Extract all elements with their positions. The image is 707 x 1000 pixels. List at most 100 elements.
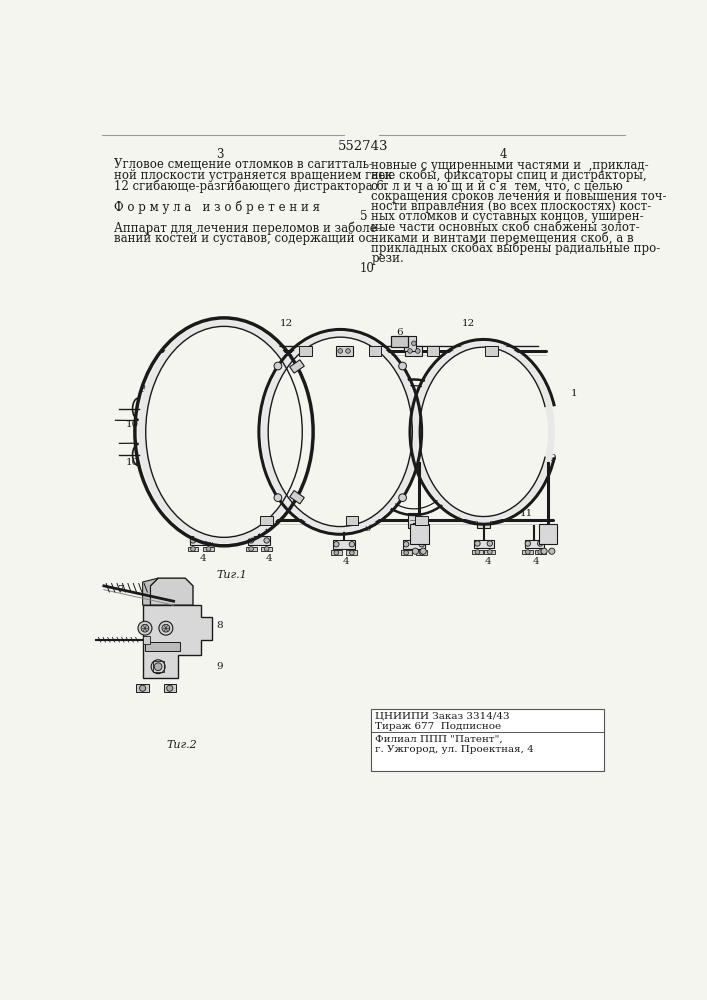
Bar (427, 346, 440, 356)
Text: 1: 1 (571, 389, 577, 398)
Bar (539, 524, 557, 544)
Text: рези.: рези. (371, 252, 404, 265)
Circle shape (274, 494, 282, 502)
Circle shape (264, 538, 269, 543)
Circle shape (399, 494, 407, 502)
Bar (485, 346, 498, 356)
Bar (203, 547, 214, 551)
Text: 10: 10 (126, 420, 139, 429)
Ellipse shape (412, 342, 555, 522)
Bar (336, 346, 353, 356)
Circle shape (488, 550, 492, 554)
Circle shape (541, 548, 547, 554)
Circle shape (139, 685, 146, 691)
Bar (260, 516, 273, 525)
Bar (346, 550, 357, 555)
Text: сокращения сроков лечения и повышения точ-: сокращения сроков лечения и повышения то… (371, 190, 667, 203)
Bar (391, 336, 408, 347)
Bar (522, 550, 533, 554)
Bar (416, 516, 428, 525)
Circle shape (338, 349, 343, 353)
Bar (474, 540, 493, 548)
Circle shape (248, 538, 254, 543)
Circle shape (349, 550, 354, 555)
Bar (290, 360, 304, 373)
Bar (248, 536, 270, 545)
Circle shape (416, 349, 420, 353)
Bar (187, 547, 199, 551)
Circle shape (141, 624, 149, 632)
Text: 7: 7 (117, 585, 123, 594)
Circle shape (404, 542, 409, 547)
Text: 5: 5 (449, 456, 455, 465)
Text: Аппарат для лечения переломов и заболе-: Аппарат для лечения переломов и заболе- (114, 222, 380, 235)
Text: 7: 7 (298, 363, 305, 372)
Bar (472, 550, 483, 554)
Text: 10: 10 (126, 458, 139, 467)
Circle shape (138, 621, 152, 635)
Circle shape (411, 341, 416, 346)
Circle shape (159, 621, 173, 635)
Ellipse shape (261, 332, 419, 532)
Bar (484, 550, 495, 554)
Polygon shape (143, 578, 158, 605)
Text: ной плоскости устраняется вращением гаек: ной плоскости устраняется вращением гаек (114, 169, 392, 182)
Bar (290, 491, 304, 504)
Text: 12 сгибающе-разгибающего дистрактора 6.: 12 сгибающе-разгибающего дистрактора 6. (114, 179, 387, 193)
Text: 4: 4 (485, 557, 491, 566)
Text: 4: 4 (200, 554, 206, 563)
Bar (163, 684, 176, 692)
Bar (136, 684, 149, 692)
Circle shape (538, 550, 542, 554)
Text: Τиг.2: Τиг.2 (166, 740, 197, 750)
Text: Тираж 677  Подписное: Тираж 677 Подписное (375, 722, 501, 731)
Text: 4: 4 (533, 557, 539, 566)
Ellipse shape (268, 337, 412, 527)
Bar (143, 636, 151, 644)
Text: 7: 7 (515, 378, 522, 387)
Circle shape (334, 542, 339, 547)
Text: 6: 6 (396, 328, 402, 337)
Text: 7: 7 (236, 363, 243, 372)
Text: 9: 9 (549, 454, 556, 463)
Text: о т л и ч а ю щ и й с я  тем, что, с целью: о т л и ч а ю щ и й с я тем, что, с цель… (371, 179, 623, 192)
Circle shape (487, 541, 493, 546)
Circle shape (249, 547, 253, 551)
Circle shape (399, 362, 407, 370)
Bar (369, 346, 381, 356)
Text: 11: 11 (349, 509, 363, 518)
Bar (525, 540, 544, 548)
Ellipse shape (146, 326, 303, 537)
Text: 4: 4 (266, 554, 272, 563)
Text: ЦНИИПИ Заказ 3314/43: ЦНИИПИ Заказ 3314/43 (375, 711, 510, 720)
Circle shape (334, 550, 339, 555)
Circle shape (346, 349, 351, 353)
Circle shape (525, 541, 530, 546)
Text: никами и винтами перемещения скоб, а в: никами и винтами перемещения скоб, а в (371, 231, 634, 245)
Bar (346, 516, 358, 525)
Text: 9: 9 (364, 524, 370, 533)
Text: 10: 10 (360, 262, 375, 275)
Ellipse shape (419, 347, 548, 517)
Text: 11: 11 (520, 509, 533, 518)
Circle shape (404, 550, 409, 555)
Bar (405, 346, 422, 356)
Bar (145, 642, 180, 651)
Circle shape (206, 538, 211, 543)
Circle shape (419, 542, 424, 547)
Text: 9: 9 (216, 662, 223, 671)
Ellipse shape (138, 320, 310, 544)
Text: 552743: 552743 (337, 140, 388, 153)
Circle shape (190, 538, 196, 543)
Circle shape (404, 341, 409, 346)
Circle shape (206, 547, 211, 551)
Text: 4: 4 (342, 557, 349, 566)
Circle shape (419, 550, 424, 555)
Text: Угловое смещение отломков в сагитталь-: Угловое смещение отломков в сагитталь- (114, 158, 373, 172)
Text: ных отломков и суставных концов, уширен-: ных отломков и суставных концов, уширен- (371, 210, 644, 223)
Bar (416, 550, 427, 555)
Bar (153, 661, 163, 672)
Text: 2: 2 (337, 427, 344, 436)
Circle shape (420, 548, 426, 554)
Text: ные скобы, фиксаторы спиц и дистракторы,: ные скобы, фиксаторы спиц и дистракторы, (371, 169, 647, 182)
